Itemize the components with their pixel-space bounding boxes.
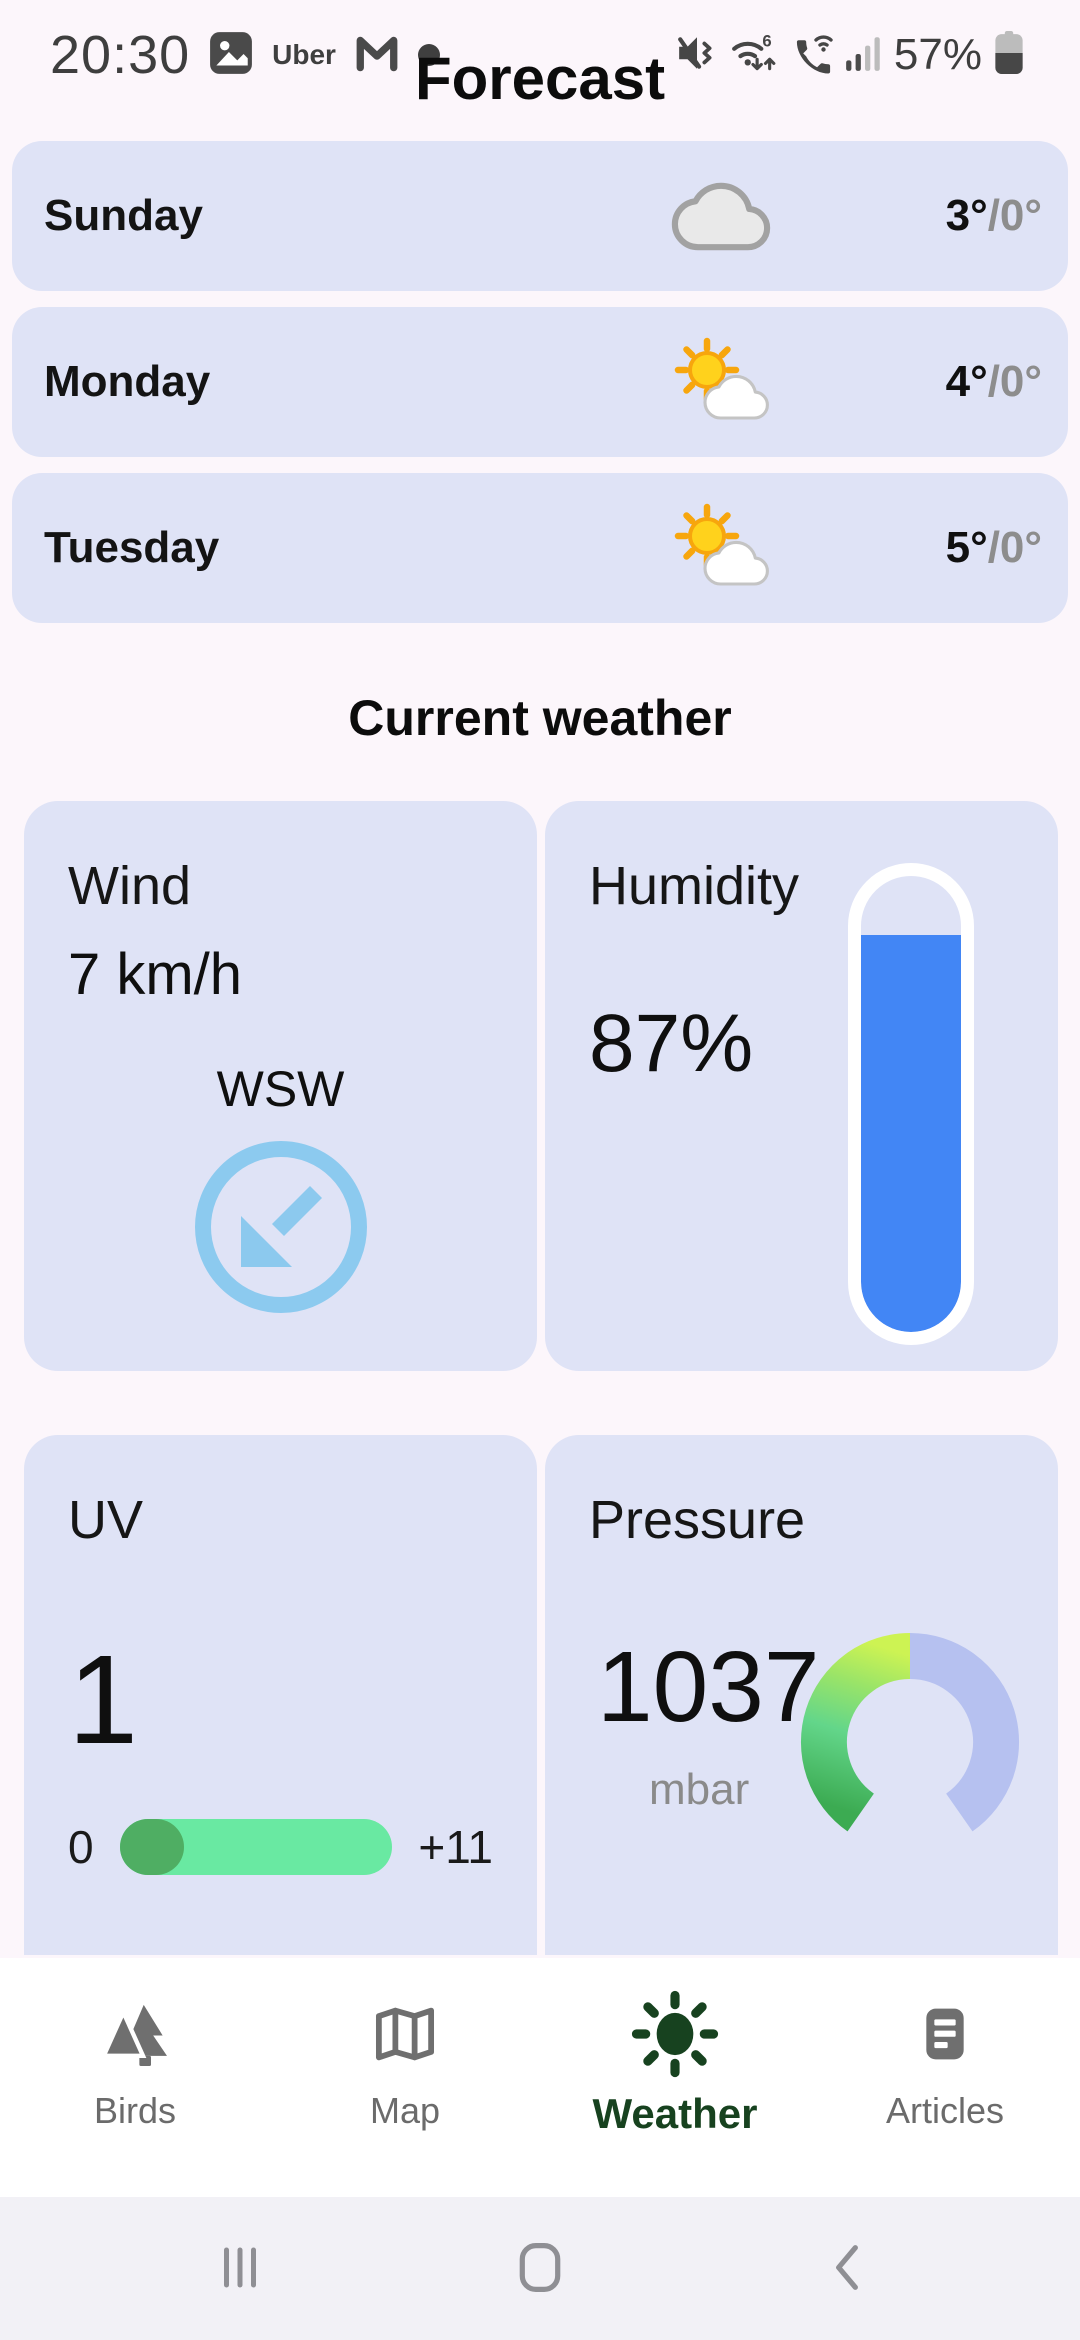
cloud-icon <box>668 180 774 253</box>
wind-card: Wind 7 km/h WSW <box>24 801 537 1371</box>
nav-item-map[interactable]: Map <box>270 1958 540 2197</box>
status-bar-left: 20:30 Uber <box>50 24 440 86</box>
map-icon <box>372 1984 438 2084</box>
uv-value: 1 <box>68 1629 139 1770</box>
sun-icon <box>631 1984 719 2084</box>
humidity-value: 87% <box>589 998 754 1089</box>
humidity-fill <box>861 935 961 1332</box>
battery-percent-text: 57% <box>893 30 982 79</box>
humidity-gauge <box>848 863 974 1345</box>
forecast-day: Sunday <box>44 191 203 240</box>
forecast-row[interactable]: Tuesday 5°/0° <box>12 473 1068 623</box>
forecast-temps: 3°/0° <box>882 191 1042 241</box>
temp-low: /0° <box>987 357 1042 406</box>
uv-card: UV 1 0 +11 <box>24 1435 537 1955</box>
nav-item-weather[interactable]: Weather <box>540 1958 810 2197</box>
wind-speed: 7 km/h <box>68 942 243 1007</box>
uv-track <box>119 1819 393 1875</box>
recents-button[interactable] <box>222 2245 258 2292</box>
home-button[interactable] <box>518 2242 562 2295</box>
temp-high: 5° <box>945 523 988 572</box>
forecast-temps: 5°/0° <box>882 523 1042 573</box>
nav-label-birds: Birds <box>93 2090 177 2131</box>
page-title: Forecast <box>414 45 666 112</box>
article-icon <box>913 1984 977 2084</box>
forecast-row[interactable]: Monday 4°/0° <box>12 307 1068 457</box>
temp-high: 4° <box>945 357 988 406</box>
uv-scale-max: +11 <box>418 1821 493 1873</box>
svg-text:6: 6 <box>762 31 771 50</box>
mute-vibrate-icon <box>676 32 718 79</box>
forest-icon <box>100 1984 170 2084</box>
uber-notification-label: Uber <box>272 39 336 70</box>
home-icon <box>518 2242 562 2295</box>
back-icon <box>834 2244 860 2295</box>
sun-cloud-icon <box>668 502 774 594</box>
recents-icon <box>222 2247 258 2292</box>
pressure-unit: mbar <box>649 1765 750 1814</box>
nav-label-articles: Articles <box>885 2090 1005 2131</box>
temp-high: 3° <box>945 191 988 240</box>
pressure-label: Pressure <box>589 1490 806 1550</box>
wind-direction: WSW <box>216 1061 345 1117</box>
uv-thumb <box>119 1819 184 1875</box>
pressure-gauge <box>798 1629 1022 1858</box>
humidity-label: Humidity <box>589 856 800 916</box>
forecast-temps: 4°/0° <box>882 357 1042 407</box>
wifi-calling-icon <box>790 32 834 79</box>
uv-scale-min: 0 <box>68 1821 94 1873</box>
photos-icon <box>208 30 254 81</box>
gmail-icon <box>354 32 400 79</box>
temp-low: /0° <box>987 191 1042 240</box>
back-button[interactable] <box>834 2242 860 2295</box>
section-title: Current weather <box>348 690 732 746</box>
signal-icon <box>846 32 882 79</box>
nav-item-articles[interactable]: Articles <box>810 1958 1080 2197</box>
nav-label-map: Map <box>369 2090 441 2131</box>
uv-scale: 0 +11 <box>68 1819 493 1875</box>
system-navigation-bar <box>0 2197 1080 2340</box>
forecast-list: Sunday 3°/0° Monday 4°/0° Tuesday <box>0 141 1080 623</box>
nav-item-birds[interactable]: Birds <box>0 1958 270 2197</box>
bottom-navigation: Birds Map Weather Articles <box>0 1958 1080 2197</box>
current-weather-grid: Wind 7 km/h WSW Humidity 87% UV 1 0 +11 <box>24 801 1058 1955</box>
sun-cloud-icon <box>668 336 774 428</box>
uv-label: UV <box>68 1490 144 1550</box>
nav-label-weather: Weather <box>592 2090 758 2137</box>
notification-dot <box>417 44 440 66</box>
wind-compass-icon <box>68 1132 493 1322</box>
wifi-6-icon: 6 <box>730 31 778 80</box>
temp-low: /0° <box>987 523 1042 572</box>
status-bar-right: 6 57% <box>676 30 1024 80</box>
clock: 20:30 <box>50 25 191 85</box>
status-bar: 20:30 Uber 6 57% <box>0 0 1080 100</box>
pressure-value: 1037 <box>597 1631 820 1743</box>
forecast-day: Tuesday <box>44 523 220 572</box>
humidity-card: Humidity 87% <box>545 801 1058 1371</box>
forecast-day: Monday <box>44 357 211 406</box>
forecast-row[interactable]: Sunday 3°/0° <box>12 141 1068 291</box>
wind-label: Wind <box>68 856 192 916</box>
pressure-card: Pressure 1037 mbar <box>545 1435 1058 1955</box>
battery-icon <box>994 30 1024 80</box>
